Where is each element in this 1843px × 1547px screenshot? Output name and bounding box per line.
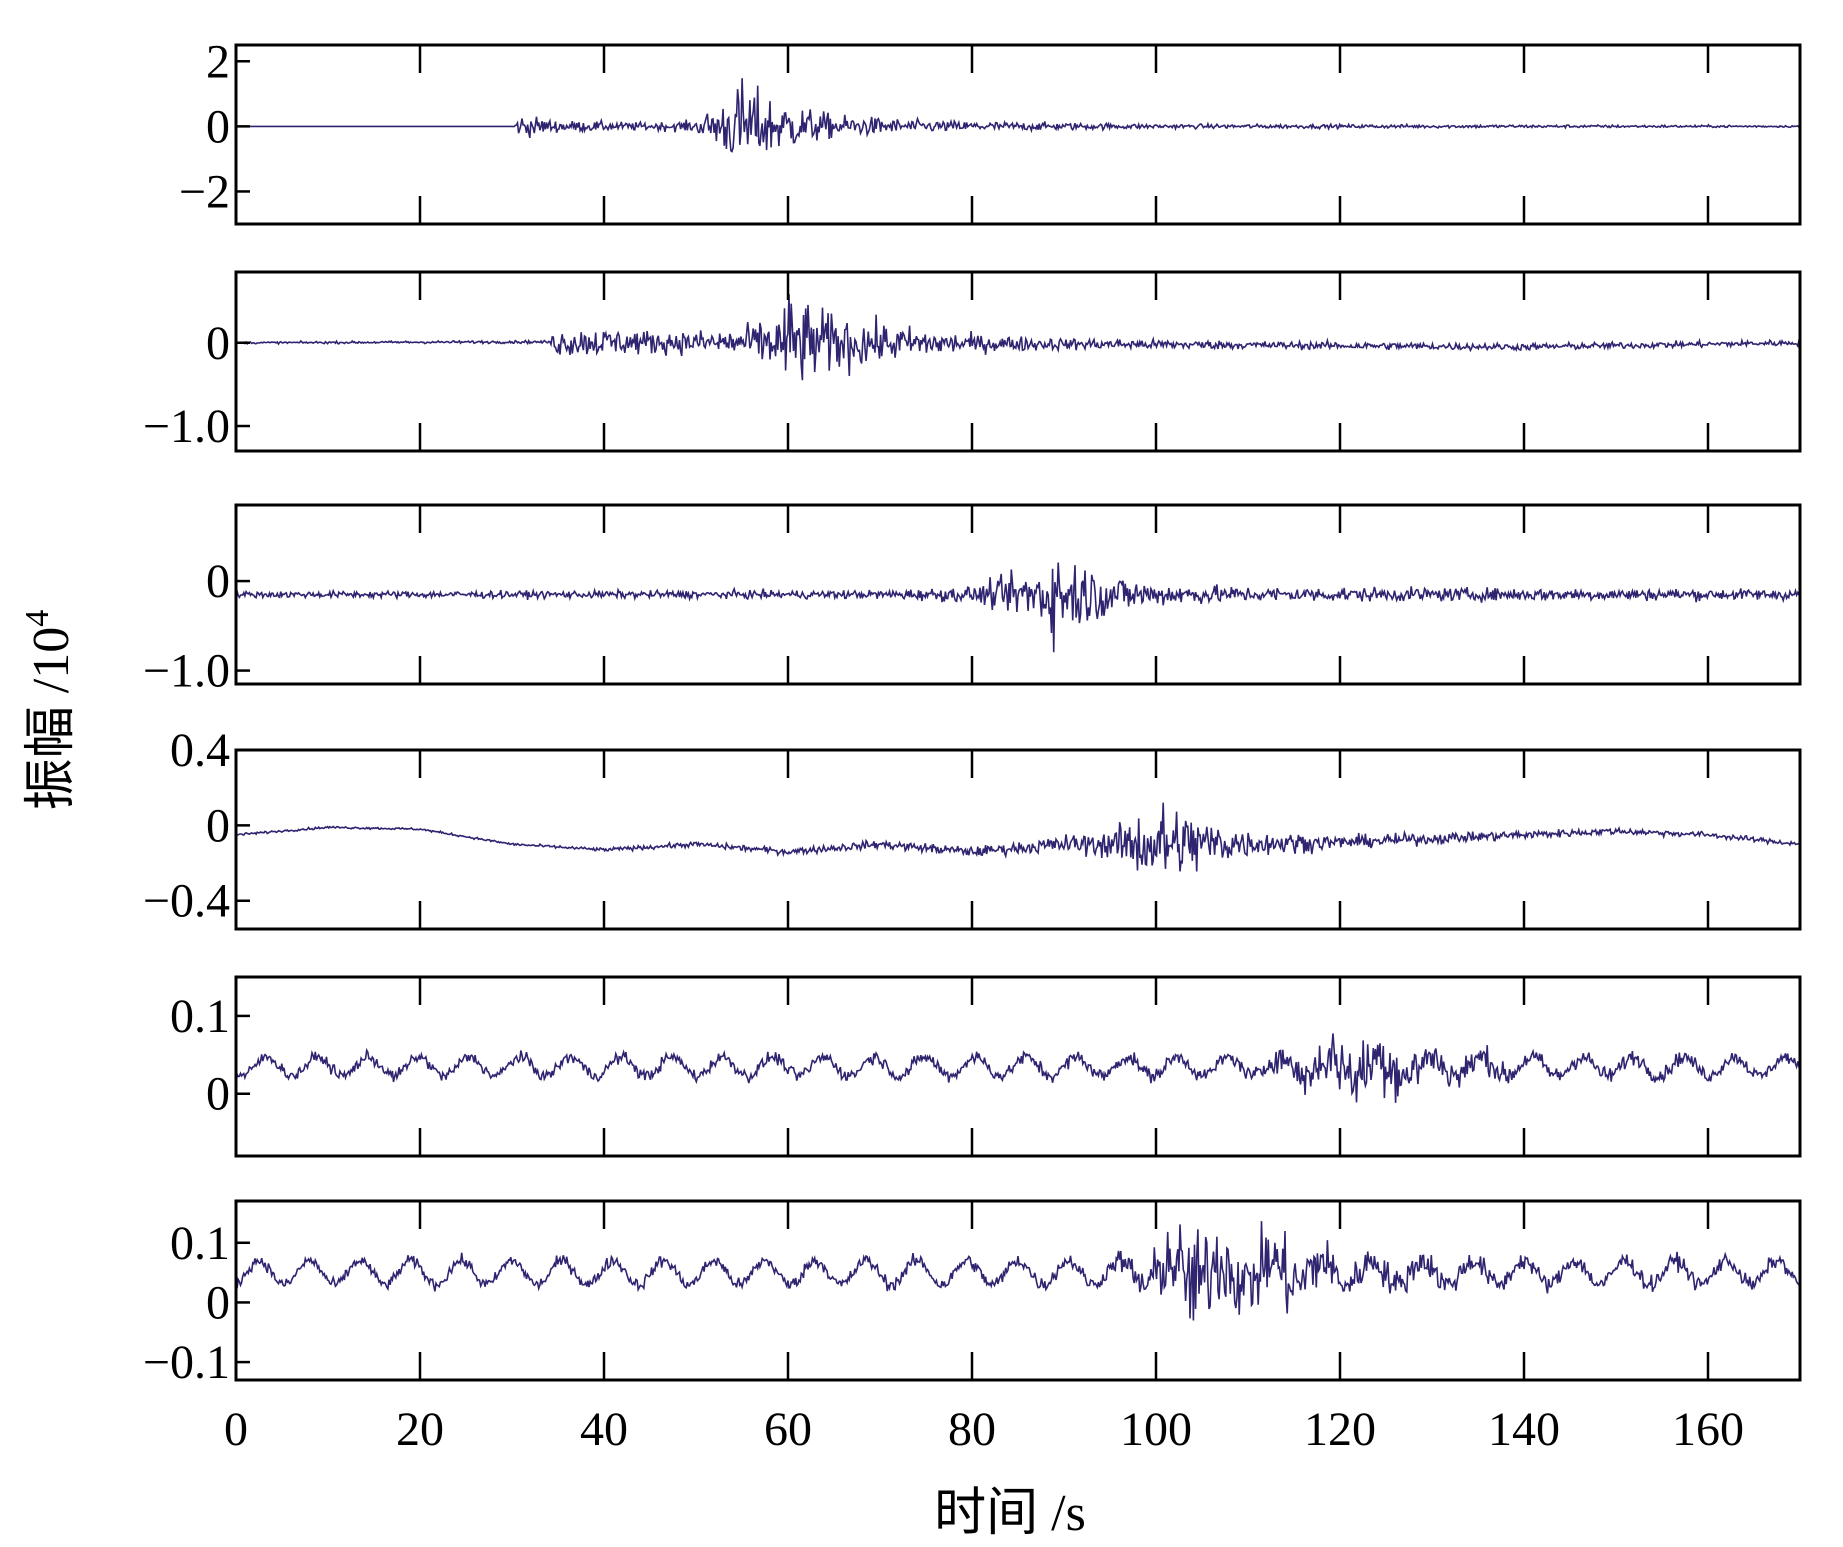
panel-frame-2 [234, 270, 1802, 453]
y-axis-title: 振幅 /104 [19, 610, 80, 810]
x-tick-label: 40 [580, 1403, 628, 1456]
y-tick-label: 0.1 [170, 1217, 230, 1270]
y-tick-label: 0.4 [170, 724, 230, 777]
panel-6: 0.1 0 −0.1 [143, 1199, 1802, 1389]
panel-frame-1 [234, 43, 1802, 226]
y-tick-label: 0 [206, 1276, 230, 1329]
y-tick-label: 0 [206, 799, 230, 852]
y-tick-label: −1.0 [143, 400, 230, 453]
y-axis-title-exponent: 4 [19, 610, 56, 627]
y-tick-label: −1.0 [143, 645, 230, 698]
panel-frame-4 [234, 748, 1802, 931]
waveform-trace-4 [235, 802, 1801, 872]
y-tick-label: 0 [206, 555, 230, 608]
panels-group: 20−20−1.00−1.00.40−0.40.100.10−0.1 [143, 35, 1802, 1389]
panel-1: 2 0 −2 [179, 35, 1802, 226]
x-tick-label: 140 [1488, 1403, 1560, 1456]
waveform-trace-2 [235, 294, 1801, 381]
x-axis-title: 时间 /s [934, 1485, 1086, 1542]
x-tick-labels: 0 20 40 60 80 100 120 140 160 [224, 1403, 1744, 1456]
x-tick-label: 80 [948, 1403, 996, 1456]
panel-4: 0.4 0 −0.4 [143, 724, 1802, 931]
y-tick-label: −2 [179, 165, 230, 218]
y-tick-label: 2 [206, 35, 230, 88]
y-tick-label: −0.1 [143, 1336, 230, 1389]
x-tick-label: 20 [396, 1403, 444, 1456]
y-tick-label: 0 [206, 1068, 230, 1121]
y-tick-label: −0.4 [143, 875, 230, 928]
x-tick-label: 0 [224, 1403, 248, 1456]
waveform-trace-1 [236, 78, 1801, 153]
panel-frame-3 [234, 503, 1802, 686]
waveform-trace-6 [235, 1221, 1801, 1321]
panel-2: 0 −1.0 [143, 270, 1802, 453]
waveform-trace-3 [235, 562, 1801, 653]
panel-frame-5 [234, 975, 1802, 1158]
x-tick-label: 120 [1304, 1403, 1376, 1456]
panel-5: 0.10 [170, 975, 1802, 1158]
waveform-trace-5 [235, 1033, 1801, 1103]
panel-3: 0 −1.0 [143, 503, 1802, 698]
y-axis-title-text: 振幅 /10 [23, 627, 80, 810]
x-tick-label: 100 [1120, 1403, 1192, 1456]
x-tick-label: 160 [1672, 1403, 1744, 1456]
x-tick-label: 60 [764, 1403, 812, 1456]
y-tick-label: 0 [206, 317, 230, 370]
y-tick-label: 0.1 [170, 990, 230, 1043]
panel-frame-6 [234, 1199, 1802, 1382]
y-tick-label: 0 [206, 100, 230, 153]
